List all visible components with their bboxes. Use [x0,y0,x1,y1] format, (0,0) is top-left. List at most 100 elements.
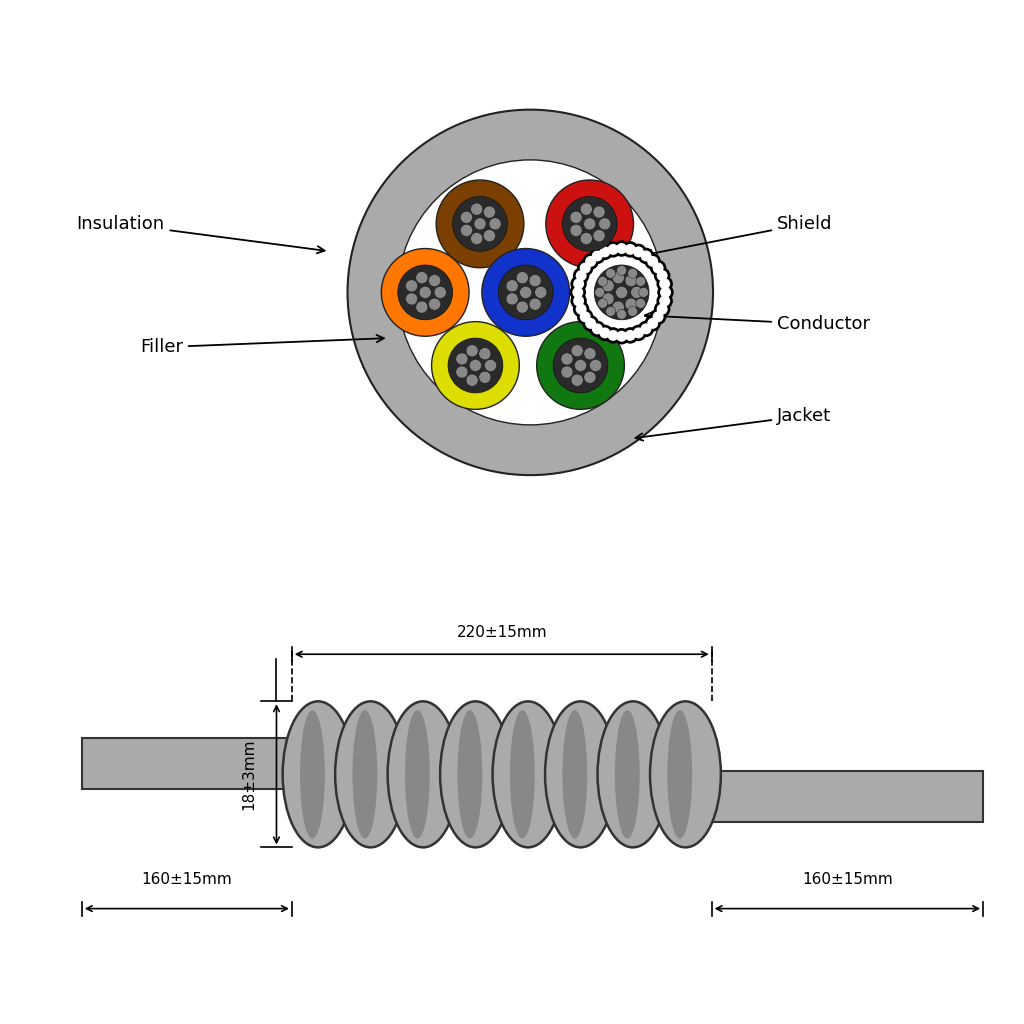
Circle shape [589,248,605,264]
Ellipse shape [388,701,459,848]
Circle shape [466,374,478,386]
Circle shape [546,180,634,267]
Text: Shield: Shield [645,215,833,257]
Circle shape [577,308,593,325]
Circle shape [506,293,518,305]
Circle shape [594,265,649,319]
Circle shape [647,317,658,329]
Circle shape [592,251,603,261]
Circle shape [570,224,582,237]
Text: Insulation: Insulation [77,215,325,253]
Circle shape [639,288,648,297]
Circle shape [461,224,472,237]
Ellipse shape [493,701,563,848]
Circle shape [607,244,618,255]
Circle shape [471,232,482,245]
Circle shape [469,359,481,372]
Circle shape [605,328,622,344]
Circle shape [622,241,638,258]
Circle shape [631,287,643,298]
Circle shape [647,256,658,267]
Circle shape [436,180,524,267]
Circle shape [606,306,615,316]
Ellipse shape [650,701,721,848]
Circle shape [461,211,472,223]
Circle shape [585,256,596,267]
Circle shape [429,274,440,287]
Circle shape [479,348,490,359]
Circle shape [570,293,587,309]
Circle shape [616,265,627,275]
Circle shape [583,315,599,332]
Circle shape [572,301,590,317]
Circle shape [602,293,614,305]
Circle shape [529,274,541,287]
Circle shape [654,267,671,284]
Ellipse shape [614,710,640,839]
Text: 160±15mm: 160±15mm [802,872,893,888]
Circle shape [625,298,637,310]
Circle shape [489,218,501,230]
Circle shape [419,287,431,298]
Circle shape [630,244,646,260]
Circle shape [659,296,670,306]
FancyBboxPatch shape [712,771,983,822]
Circle shape [506,280,518,292]
Circle shape [581,232,592,245]
Circle shape [622,328,638,344]
Circle shape [652,311,664,323]
Circle shape [581,203,592,215]
Text: 160±15mm: 160±15mm [141,872,232,888]
Circle shape [569,285,586,301]
Circle shape [652,262,664,273]
Circle shape [595,288,604,297]
Circle shape [429,298,440,310]
Circle shape [583,253,599,269]
Circle shape [381,249,469,336]
Circle shape [650,308,667,325]
Circle shape [474,218,486,230]
Circle shape [347,110,713,475]
Circle shape [599,247,610,257]
Ellipse shape [668,710,692,839]
Ellipse shape [598,701,669,848]
Circle shape [613,328,630,344]
Circle shape [628,268,638,279]
Circle shape [598,298,607,308]
Circle shape [584,372,596,383]
Circle shape [434,287,446,298]
Circle shape [570,275,587,292]
Circle shape [578,249,666,336]
Circle shape [613,241,630,257]
Circle shape [592,324,603,335]
Circle shape [641,251,651,261]
Circle shape [656,304,668,314]
Circle shape [572,267,590,284]
Circle shape [585,317,596,329]
Circle shape [612,271,625,284]
Circle shape [471,203,482,215]
Circle shape [449,338,503,393]
Circle shape [571,345,584,356]
Text: 220±15mm: 220±15mm [457,625,547,640]
Circle shape [638,248,654,264]
Circle shape [599,328,610,338]
Circle shape [499,265,553,319]
Circle shape [453,197,508,251]
Circle shape [593,206,605,218]
Circle shape [570,211,582,223]
Circle shape [597,325,613,341]
FancyBboxPatch shape [82,738,292,788]
Circle shape [616,331,627,342]
Circle shape [628,306,638,316]
Circle shape [397,265,453,319]
Circle shape [529,298,541,310]
Circle shape [456,353,468,365]
Circle shape [633,328,644,338]
Ellipse shape [300,710,325,839]
Circle shape [638,321,654,337]
Circle shape [572,287,584,298]
Ellipse shape [335,701,406,848]
Circle shape [607,330,618,341]
Circle shape [616,243,627,254]
